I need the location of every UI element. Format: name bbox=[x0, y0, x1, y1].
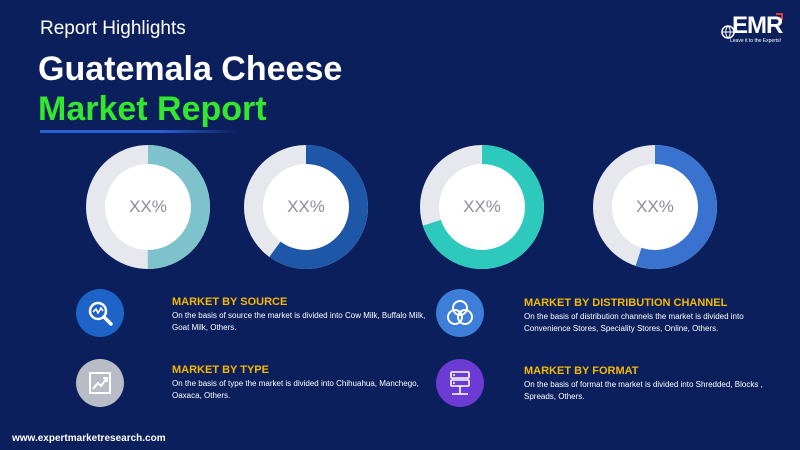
segment-desc-format: On the basis of format the market is div… bbox=[524, 380, 763, 401]
donut-chart-format: XX% bbox=[591, 143, 719, 271]
report-title-line1: Guatemala Cheese bbox=[38, 50, 343, 88]
donut-arc-type bbox=[244, 145, 368, 269]
magnifier-chart-icon bbox=[76, 289, 124, 337]
globe-icon bbox=[721, 13, 783, 39]
donut-arc-format bbox=[593, 145, 717, 269]
donut-chart-source: XX% bbox=[84, 143, 212, 271]
venn-icon bbox=[436, 289, 484, 337]
segment-title-type: MARKET BY TYPE bbox=[172, 364, 269, 376]
donut-chart-type: XX% bbox=[242, 143, 370, 271]
logo-name: EMR bbox=[732, 12, 783, 39]
donut-label-format: XX% bbox=[636, 197, 674, 216]
donut-chart-distribution: XX% bbox=[418, 143, 546, 271]
donut-arc-distribution bbox=[420, 145, 544, 269]
segment-title-source: MARKET BY SOURCE bbox=[172, 296, 288, 308]
donut-arc-source bbox=[86, 145, 210, 269]
donut-label-source: XX% bbox=[129, 197, 167, 216]
logo-tagline: Leave it to the Experts! bbox=[730, 38, 782, 44]
segment-desc-type: On the basis of type the market is divid… bbox=[172, 379, 419, 400]
donut-label-distribution: XX% bbox=[463, 197, 501, 216]
segment-title-distribution: MARKET BY DISTRIBUTION CHANNEL bbox=[524, 297, 728, 309]
segment-desc-source: On the basis of source the market is div… bbox=[172, 311, 426, 332]
trend-chart-icon bbox=[76, 359, 124, 407]
footer-url[interactable]: www.expertmarketresearch.com bbox=[12, 433, 166, 444]
title-underline bbox=[40, 130, 240, 133]
server-icon bbox=[436, 359, 484, 407]
report-title-line2: Market Report bbox=[38, 90, 267, 128]
emr-logo: EMR Leave it to the Experts! bbox=[718, 12, 790, 48]
segment-desc-distribution: On the basis of distribution channels th… bbox=[524, 312, 744, 333]
segment-title-format: MARKET BY FORMAT bbox=[524, 365, 639, 377]
report-highlights-label: Report Highlights bbox=[40, 18, 186, 39]
donut-label-type: XX% bbox=[287, 197, 325, 216]
